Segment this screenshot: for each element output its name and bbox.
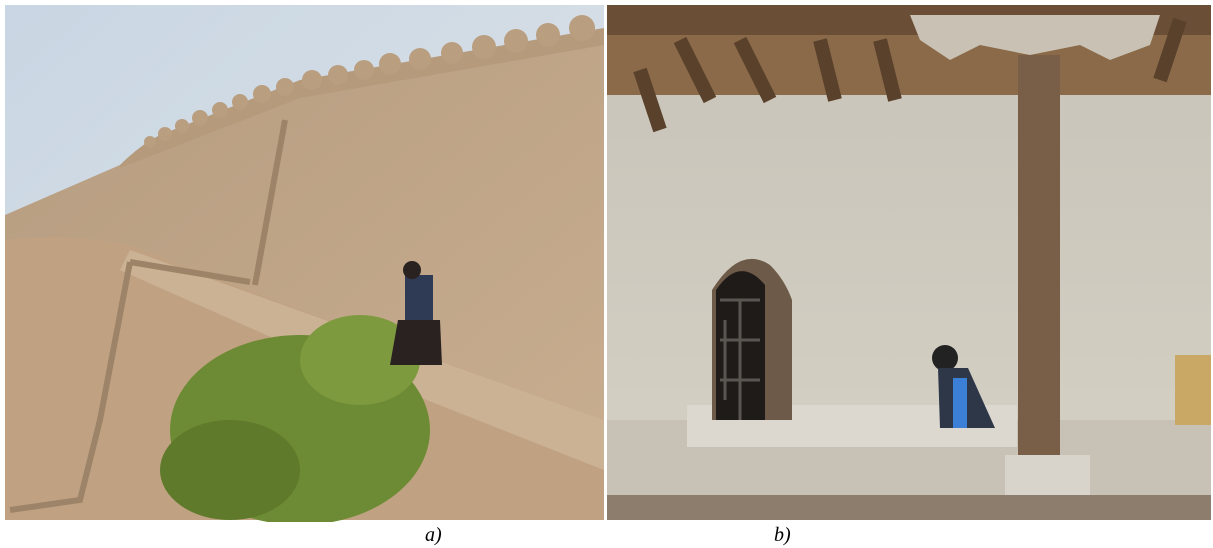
- caption-b: b): [774, 524, 791, 546]
- figure: [5, 5, 1211, 522]
- photo-b: [607, 5, 1211, 520]
- photo-a: [5, 5, 604, 522]
- caption-a: a): [425, 524, 442, 546]
